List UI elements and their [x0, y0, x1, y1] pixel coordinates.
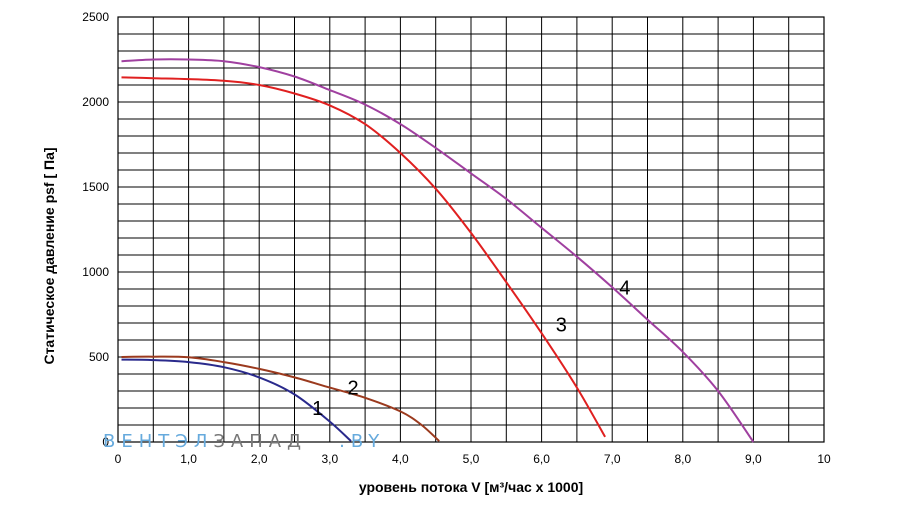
watermark-part-2: ЗАПАД: [213, 431, 307, 452]
x-tick-label: 2,0: [251, 452, 268, 466]
plot-area-frame: [117, 16, 825, 443]
watermark: ВЕНТЭЛЗАПАД .BY: [103, 431, 385, 452]
series-lines: [121, 58, 755, 443]
y-axis-ticks: 0 500 1000 1500 2000 2500: [82, 10, 109, 449]
x-tick-label: 1,0: [180, 452, 197, 466]
series-line-3: [121, 76, 606, 438]
x-tick-label: 5,0: [463, 452, 480, 466]
y-tick-label: 2000: [82, 95, 109, 109]
x-tick-label: 3,0: [321, 452, 338, 466]
x-tick-label: 8,0: [674, 452, 691, 466]
curve-label-3: 3: [556, 315, 567, 337]
x-tick-label: 9,0: [745, 452, 762, 466]
curve-label-2: 2: [347, 378, 358, 400]
x-tick-label: 7,0: [604, 452, 621, 466]
watermark-part-1: ВЕНТЭЛ: [103, 431, 213, 452]
series-line-2: [121, 355, 440, 442]
curve-label-1: 1: [312, 398, 323, 420]
series-line-1: [121, 358, 352, 442]
x-tick-label: 6,0: [533, 452, 550, 466]
y-tick-label: 1000: [82, 265, 109, 279]
curve-label-4: 4: [619, 277, 630, 299]
y-axis-title: Статическое давление psf [ Па]: [41, 147, 57, 364]
watermark-part-3: .BY: [339, 431, 385, 452]
curve-labels: 1 2 3 4: [312, 277, 630, 420]
series-line-4: [121, 58, 755, 443]
y-tick-label: 0: [102, 435, 109, 449]
y-tick-label: 500: [89, 350, 109, 364]
x-axis-ticks: 0 1,0 2,0 3,0 4,0 5,0 6,0 7,0 8,0 9,0 10: [115, 452, 831, 466]
x-tick-label: 4,0: [392, 452, 409, 466]
y-tick-label: 2500: [82, 10, 109, 24]
x-tick-label: 0: [115, 452, 122, 466]
x-tick-label: 10: [817, 452, 831, 466]
y-tick-label: 1500: [82, 180, 109, 194]
x-axis-title: уровень потока V [м³/час х 1000]: [359, 479, 583, 495]
